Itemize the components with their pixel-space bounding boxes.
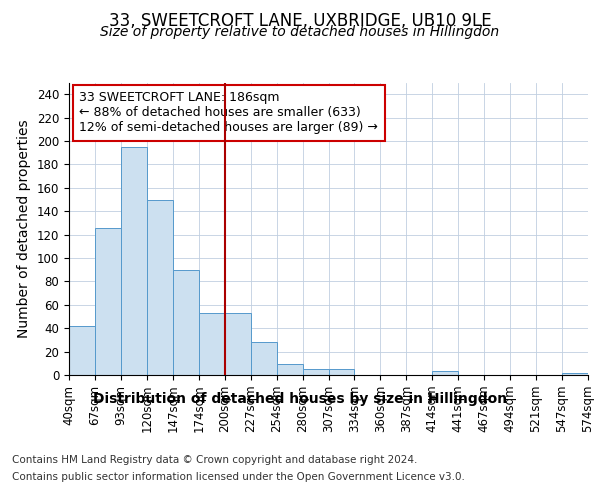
Text: 33, SWEETCROFT LANE, UXBRIDGE, UB10 9LE: 33, SWEETCROFT LANE, UXBRIDGE, UB10 9LE bbox=[109, 12, 491, 30]
Text: Size of property relative to detached houses in Hillingdon: Size of property relative to detached ho… bbox=[100, 25, 500, 39]
Bar bbox=[147, 200, 173, 375]
Bar bbox=[199, 313, 224, 375]
Y-axis label: Number of detached properties: Number of detached properties bbox=[17, 120, 31, 338]
Bar bbox=[173, 270, 199, 375]
Bar bbox=[121, 147, 147, 375]
Text: Contains public sector information licensed under the Open Government Licence v3: Contains public sector information licen… bbox=[12, 472, 465, 482]
Text: 33 SWEETCROFT LANE: 186sqm
← 88% of detached houses are smaller (633)
12% of sem: 33 SWEETCROFT LANE: 186sqm ← 88% of deta… bbox=[79, 92, 378, 134]
Text: Contains HM Land Registry data © Crown copyright and database right 2024.: Contains HM Land Registry data © Crown c… bbox=[12, 455, 418, 465]
Bar bbox=[225, 313, 251, 375]
Bar bbox=[95, 228, 121, 375]
Text: Distribution of detached houses by size in Hillingdon: Distribution of detached houses by size … bbox=[93, 392, 507, 406]
Bar bbox=[302, 369, 329, 375]
Bar bbox=[329, 369, 355, 375]
Bar bbox=[277, 364, 302, 375]
Bar bbox=[69, 326, 95, 375]
Bar bbox=[562, 372, 588, 375]
Bar bbox=[433, 372, 458, 375]
Bar bbox=[251, 342, 277, 375]
